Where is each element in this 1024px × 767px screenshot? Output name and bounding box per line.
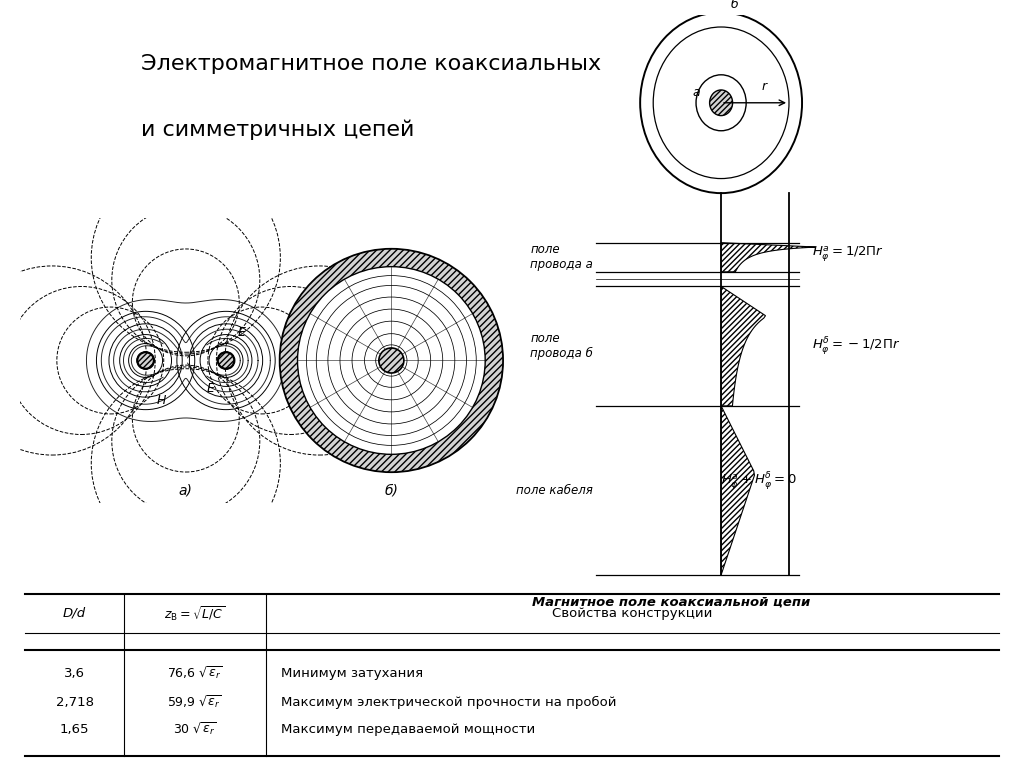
Text: 76,6 $\sqrt{\varepsilon_r}$: 76,6 $\sqrt{\varepsilon_r}$	[167, 665, 223, 683]
Text: а): а)	[179, 483, 193, 497]
Text: Свойства конструкции: Свойства конструкции	[552, 607, 713, 620]
Text: Магнитное поле коаксиальной цепи: Магнитное поле коаксиальной цепи	[532, 595, 811, 608]
Text: 3,6: 3,6	[65, 667, 85, 680]
Circle shape	[298, 267, 485, 454]
Text: Электромагнитное поле коаксиальных: Электромагнитное поле коаксиальных	[141, 54, 601, 74]
Text: 2,718: 2,718	[55, 696, 93, 709]
Text: r: r	[762, 80, 767, 93]
Text: поле кабеля: поле кабеля	[516, 484, 593, 497]
Circle shape	[137, 353, 154, 368]
Circle shape	[710, 90, 732, 116]
Text: $z_{\rm B}=\sqrt{L/C}$: $z_{\rm B}=\sqrt{L/C}$	[164, 604, 225, 623]
Text: 59,9 $\sqrt{\varepsilon_r}$: 59,9 $\sqrt{\varepsilon_r}$	[168, 693, 222, 710]
Text: $H^a_{\varphi} = 1/2\Pi r$: $H^a_{\varphi} = 1/2\Pi r$	[812, 245, 885, 264]
Text: 30 $\sqrt{\varepsilon_r}$: 30 $\sqrt{\varepsilon_r}$	[173, 721, 217, 738]
Text: Минимум затухания: Минимум затухания	[281, 667, 423, 680]
Text: $H^a_{\varphi} + H^{\delta}_{\varphi} = 0$: $H^a_{\varphi} + H^{\delta}_{\varphi} = …	[721, 471, 797, 492]
Circle shape	[218, 353, 234, 368]
Text: E: E	[207, 382, 214, 395]
Text: поле
провода б: поле провода б	[530, 332, 593, 360]
Polygon shape	[721, 242, 815, 272]
Text: H: H	[219, 352, 228, 365]
Text: Максимум электрической прочности на пробой: Максимум электрической прочности на проб…	[281, 696, 616, 709]
Circle shape	[218, 353, 234, 368]
Circle shape	[137, 353, 154, 368]
Text: $H^{\delta}_{\varphi} = -1/2\Pi r$: $H^{\delta}_{\varphi} = -1/2\Pi r$	[812, 335, 901, 357]
Text: D/d: D/d	[63, 607, 86, 620]
Text: поле
провода а: поле провода а	[530, 243, 593, 272]
Text: Максимум передаваемой мощности: Максимум передаваемой мощности	[281, 723, 536, 736]
Text: и симметричных цепей: и симметричных цепей	[141, 120, 414, 140]
Text: 1,65: 1,65	[59, 723, 89, 736]
Text: E: E	[238, 326, 246, 339]
Text: б): б)	[384, 483, 398, 497]
Circle shape	[379, 348, 403, 373]
Polygon shape	[721, 406, 755, 575]
Text: H: H	[157, 394, 166, 407]
Text: а: а	[692, 86, 700, 99]
Polygon shape	[721, 286, 766, 406]
Text: б: б	[730, 0, 738, 11]
Circle shape	[280, 249, 503, 472]
